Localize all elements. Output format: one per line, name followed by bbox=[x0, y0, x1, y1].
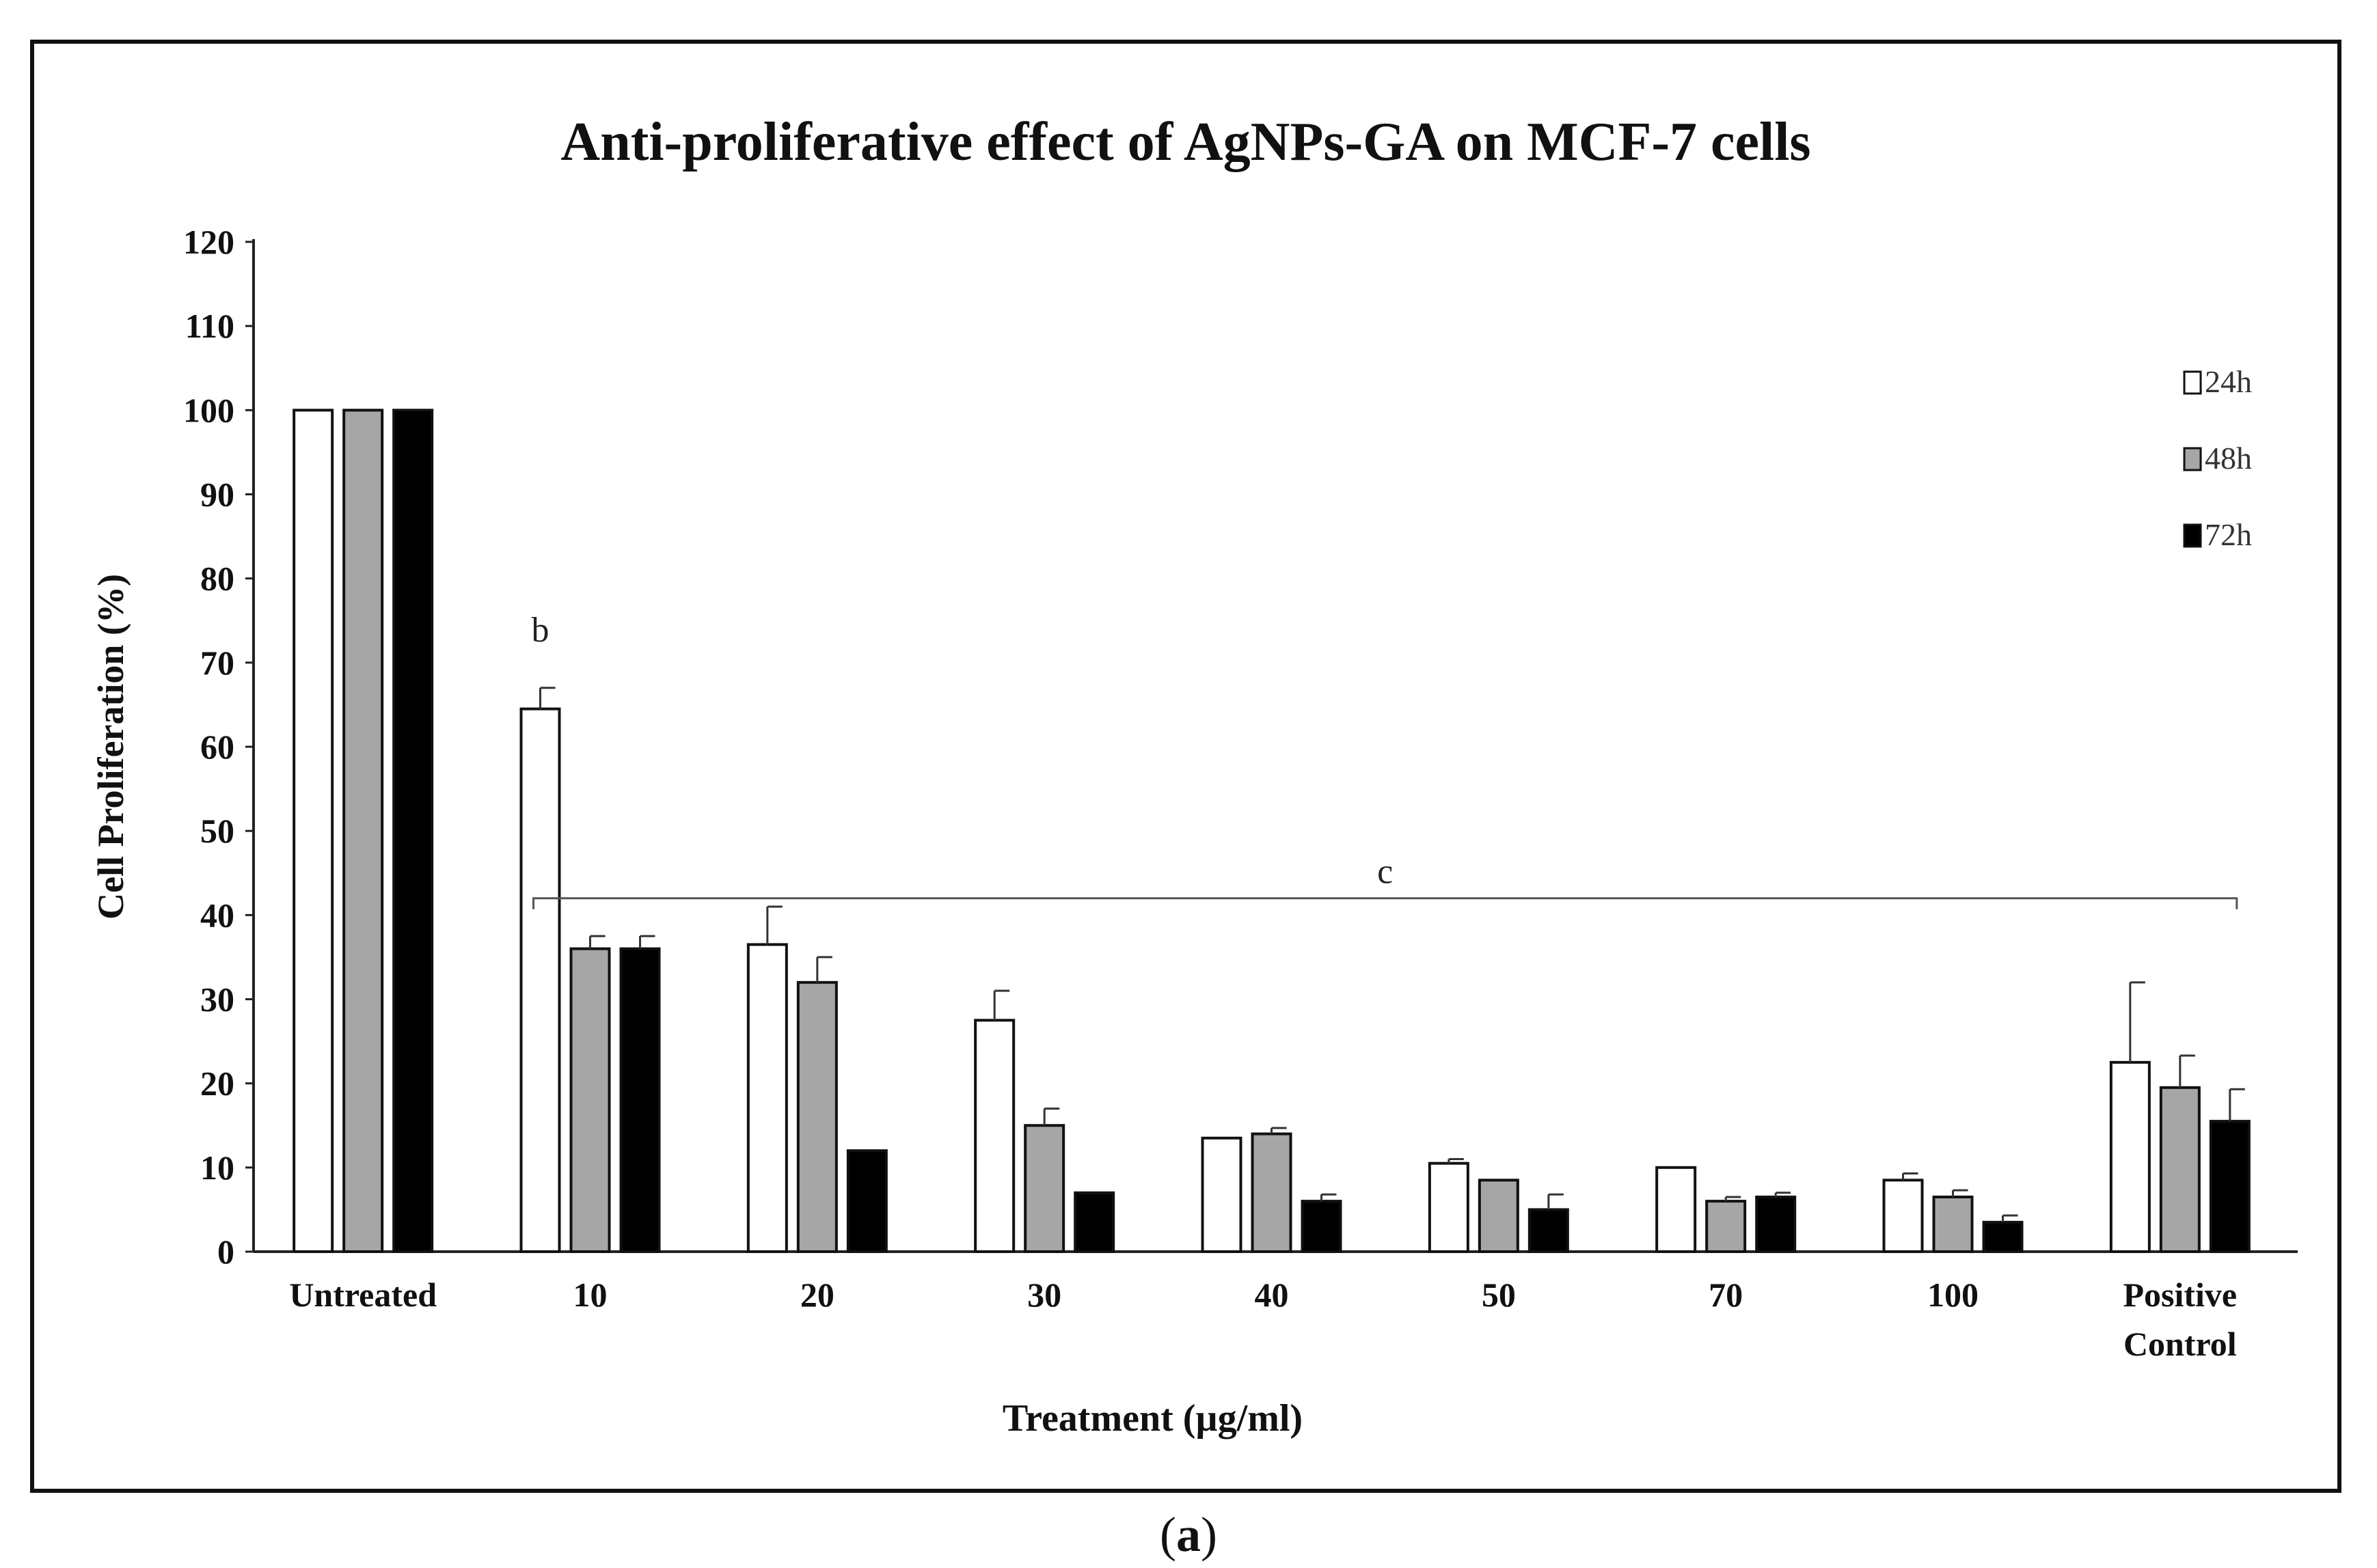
y-axis-label: Cell Proliferation (%) bbox=[90, 574, 131, 920]
y-tick-label: 60 bbox=[200, 728, 234, 766]
y-tick-label: 10 bbox=[200, 1149, 234, 1187]
legend-label-48h: 48h bbox=[2205, 441, 2252, 476]
bar-72h bbox=[392, 409, 434, 1253]
y-tick-label: 70 bbox=[200, 644, 234, 682]
legend-swatch-72h bbox=[2183, 523, 2202, 548]
caption-open: ( bbox=[1160, 1507, 1176, 1562]
annotation-bracket bbox=[532, 897, 2238, 909]
chart-title: Anti-proliferative effect of AgNPs-GA on… bbox=[560, 112, 1810, 172]
y-tick-label: 110 bbox=[185, 307, 234, 345]
bar-72h bbox=[2209, 1120, 2251, 1254]
bar-48h bbox=[796, 980, 838, 1254]
bar-48h bbox=[1932, 1195, 1974, 1253]
legend-label-24h: 24h bbox=[2205, 364, 2252, 399]
bar-48h bbox=[1024, 1124, 1065, 1253]
bar-48h bbox=[1705, 1200, 1747, 1253]
legend-label-72h: 72h bbox=[2205, 517, 2252, 552]
x-axis-label: Treatment (µg/ml) bbox=[1003, 1397, 1303, 1440]
y-tick-label: 20 bbox=[200, 1064, 234, 1103]
y-tick-label: 100 bbox=[183, 391, 234, 429]
bar-72h bbox=[1527, 1208, 1569, 1253]
legend-swatch-24h bbox=[2183, 370, 2202, 395]
bar-72h bbox=[846, 1149, 888, 1253]
x-tick-label: 10 bbox=[573, 1276, 608, 1314]
x-tick-label: 70 bbox=[1709, 1276, 1743, 1314]
x-tick-label: 20 bbox=[800, 1276, 834, 1314]
bar-24h bbox=[519, 707, 561, 1253]
bar-48h bbox=[569, 947, 611, 1253]
bar-24h bbox=[1201, 1136, 1242, 1253]
annotation-c: c bbox=[1377, 853, 1393, 892]
y-tick-label: 0 bbox=[217, 1233, 234, 1271]
bar-24h bbox=[974, 1019, 1016, 1253]
y-tick-label: 50 bbox=[200, 812, 234, 850]
bar-24h bbox=[293, 409, 334, 1253]
bar-chart: Anti-proliferative effect of AgNPs-GA on… bbox=[90, 112, 2298, 1440]
bar-24h bbox=[1428, 1161, 1469, 1254]
bar-48h bbox=[342, 409, 384, 1253]
bar-24h bbox=[746, 943, 788, 1253]
x-tick-label: 40 bbox=[1255, 1276, 1289, 1314]
bar-72h bbox=[1755, 1195, 1797, 1253]
y-tick-label: 120 bbox=[183, 223, 234, 261]
annotation-b: b bbox=[532, 611, 549, 650]
x-tick-label: 30 bbox=[1027, 1276, 1061, 1314]
bar-48h bbox=[2159, 1086, 2201, 1253]
figure-caption: (a) bbox=[0, 1507, 2377, 1563]
x-tick-label: 100 bbox=[1927, 1276, 1979, 1314]
bar-48h bbox=[1251, 1132, 1292, 1253]
bar-72h bbox=[1982, 1220, 2024, 1254]
bar-24h bbox=[2109, 1060, 2151, 1253]
x-tick-label: 50 bbox=[1482, 1276, 1516, 1314]
caption-letter: a bbox=[1176, 1507, 1201, 1562]
y-tick-label: 90 bbox=[200, 476, 234, 514]
bar-24h bbox=[1655, 1166, 1697, 1254]
bar-24h bbox=[1882, 1179, 1924, 1254]
x-tick-label: Untreated bbox=[289, 1276, 437, 1314]
x-tick-label: Control bbox=[2123, 1325, 2237, 1363]
bar-48h bbox=[1478, 1179, 1519, 1254]
x-tick-label: Positive bbox=[2123, 1276, 2238, 1314]
y-tick-label: 40 bbox=[200, 896, 234, 934]
y-tick-label: 30 bbox=[200, 980, 234, 1019]
bar-72h bbox=[1301, 1200, 1342, 1253]
bar-72h bbox=[619, 947, 661, 1253]
figure-frame: Anti-proliferative effect of AgNPs-GA on… bbox=[30, 40, 2341, 1493]
legend-swatch-48h bbox=[2183, 447, 2202, 471]
y-tick-label: 80 bbox=[200, 560, 234, 598]
caption-close: ) bbox=[1201, 1507, 1217, 1562]
bar-72h bbox=[1074, 1191, 1115, 1253]
